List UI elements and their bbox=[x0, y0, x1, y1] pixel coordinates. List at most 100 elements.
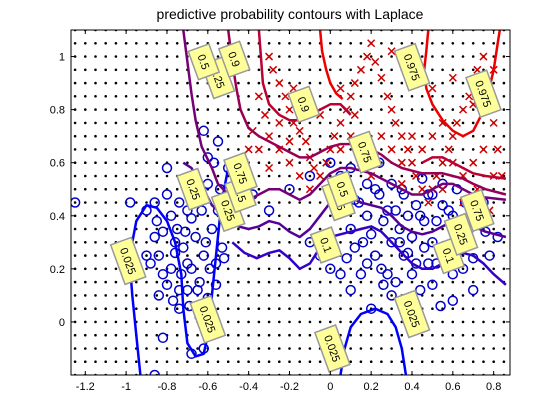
grid-dot-1056 bbox=[472, 334, 475, 337]
grid-dot-369 bbox=[207, 135, 210, 138]
grid-dot-253 bbox=[166, 241, 169, 244]
grid-dot-384 bbox=[217, 294, 220, 297]
grid-dot-925 bbox=[421, 281, 424, 284]
grid-dot-493 bbox=[258, 281, 261, 284]
grid-dot-649 bbox=[319, 360, 322, 363]
grid-dot-500 bbox=[258, 188, 261, 191]
grid-dot-516 bbox=[268, 334, 271, 337]
grid-dot-989 bbox=[441, 148, 444, 151]
grid-dot-471 bbox=[247, 215, 250, 218]
grid-dot-970 bbox=[431, 42, 434, 45]
grid-dot-99 bbox=[104, 135, 107, 138]
grid-dot-47 bbox=[84, 108, 87, 111]
grid-dot-556 bbox=[278, 161, 281, 164]
grid-dot-777 bbox=[360, 95, 363, 98]
grid-dot-958 bbox=[431, 201, 434, 204]
grid-dot-229 bbox=[156, 201, 159, 204]
grid-dot-889 bbox=[401, 42, 404, 45]
grid-dot-995 bbox=[441, 69, 444, 72]
grid-dot-156 bbox=[125, 95, 128, 98]
grid-dot-965 bbox=[431, 108, 434, 111]
grid-dot-1118 bbox=[492, 228, 495, 231]
grid-dot-624 bbox=[309, 334, 312, 337]
grid-dot-182 bbox=[135, 108, 138, 111]
grid-dot-879 bbox=[401, 175, 404, 178]
grid-dot-1021 bbox=[452, 82, 455, 85]
grid-dot-441 bbox=[237, 254, 240, 257]
grid-dot-682 bbox=[329, 281, 332, 284]
x-tick-label: -1 bbox=[121, 381, 131, 393]
grid-dot-541 bbox=[278, 360, 281, 363]
grid-dot-479 bbox=[247, 108, 250, 111]
grid-dot-480 bbox=[247, 95, 250, 98]
grid-dot-920 bbox=[421, 347, 424, 350]
grid-dot-664 bbox=[319, 161, 322, 164]
grid-dot-713 bbox=[339, 228, 342, 231]
grid-dot-547 bbox=[278, 281, 281, 284]
grid-dot-842 bbox=[390, 307, 393, 310]
grid-dot-275 bbox=[176, 307, 179, 310]
grid-dot-522 bbox=[268, 254, 271, 257]
x-tick-label: -0.4 bbox=[239, 381, 258, 393]
y-tick-label: 0 bbox=[59, 317, 65, 329]
grid-dot-786 bbox=[370, 334, 373, 337]
grid-dot-1114 bbox=[492, 281, 495, 284]
grid-dot-91 bbox=[104, 241, 107, 244]
grid-dot-21 bbox=[74, 95, 77, 98]
grid-dot-221 bbox=[156, 307, 159, 310]
grid-dot-205 bbox=[145, 161, 148, 164]
grid-dot-975 bbox=[441, 334, 444, 337]
grid-dot-748 bbox=[349, 122, 352, 125]
grid-dot-128 bbox=[115, 108, 118, 111]
grid-dot-758 bbox=[360, 347, 363, 350]
grid-dot-46 bbox=[84, 122, 87, 125]
grid-dot-946 bbox=[431, 360, 434, 363]
grid-dot-518 bbox=[268, 307, 271, 310]
grid-dot-997 bbox=[441, 42, 444, 45]
grid-dot-403 bbox=[217, 42, 220, 45]
grid-dot-104 bbox=[104, 69, 107, 72]
grid-dot-33 bbox=[84, 294, 87, 297]
grid-dot-535 bbox=[268, 82, 271, 85]
grid-dot-631 bbox=[309, 241, 312, 244]
grid-dot-927 bbox=[421, 254, 424, 257]
grid-dot-289 bbox=[176, 122, 179, 125]
grid-dot-1049 bbox=[462, 69, 465, 72]
grid-dot-1019 bbox=[452, 108, 455, 111]
grid-dot-623 bbox=[309, 347, 312, 350]
grid-dot-477 bbox=[247, 135, 250, 138]
grid-dot-908 bbox=[411, 148, 414, 151]
grid-dot-352 bbox=[207, 360, 210, 363]
grid-dot-408 bbox=[227, 334, 230, 337]
grid-dot-345 bbox=[196, 95, 199, 98]
grid-dot-380 bbox=[217, 347, 220, 350]
grid-dot-97 bbox=[104, 161, 107, 164]
grid-dot-265 bbox=[166, 82, 169, 85]
grid-dot-40 bbox=[84, 201, 87, 204]
grid-dot-397 bbox=[217, 122, 220, 125]
grid-dot-1113 bbox=[492, 294, 495, 297]
grid-dot-1012 bbox=[452, 201, 455, 204]
grid-dot-488 bbox=[258, 347, 261, 350]
grid-dot-56 bbox=[94, 347, 97, 350]
grid-dot-1152 bbox=[503, 135, 506, 138]
grid-dot-892 bbox=[411, 360, 414, 363]
grid-dot-520 bbox=[268, 281, 271, 284]
grid-dot-191 bbox=[145, 347, 148, 350]
grid-dot-25 bbox=[74, 42, 77, 45]
grid-dot-644 bbox=[309, 69, 312, 72]
grid-dot-261 bbox=[166, 135, 169, 138]
grid-dot-87 bbox=[104, 294, 107, 297]
grid-dot-317 bbox=[186, 108, 189, 111]
grid-dot-55 bbox=[94, 360, 97, 363]
grid-dot-2 bbox=[74, 347, 77, 350]
grid-dot-336 bbox=[196, 215, 199, 218]
grid-dot-147 bbox=[125, 215, 128, 218]
grid-dot-187 bbox=[135, 42, 138, 45]
grid-dot-1085 bbox=[482, 307, 485, 310]
grid-dot-314 bbox=[186, 148, 189, 151]
grid-dot-523 bbox=[268, 241, 271, 244]
grid-dot-184 bbox=[135, 82, 138, 85]
grid-dot-823 bbox=[380, 201, 383, 204]
grid-dot-36 bbox=[84, 254, 87, 257]
